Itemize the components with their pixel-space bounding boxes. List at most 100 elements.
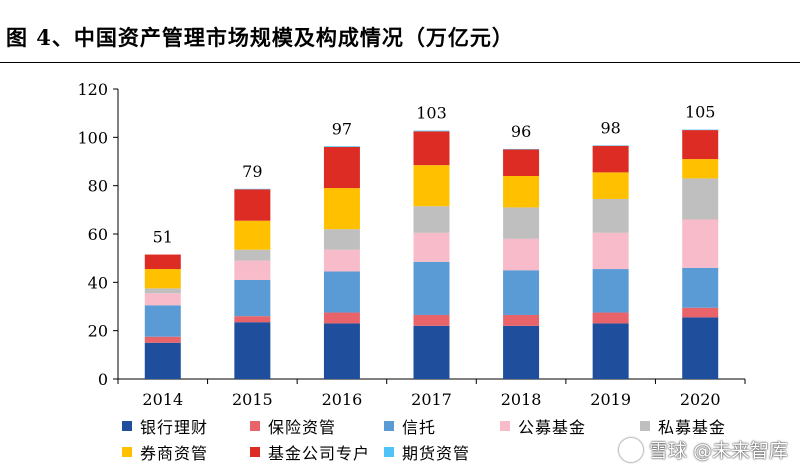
bar-segment-2017	[414, 131, 450, 165]
x-tick-label: 2016	[322, 390, 363, 409]
bar-segment-2016	[324, 147, 360, 188]
bar-segment-2014	[145, 293, 181, 305]
legend-label: 公募基金	[518, 414, 586, 438]
bar-segment-2017	[414, 165, 450, 206]
legend-label: 保险资管	[268, 414, 336, 438]
bar-segment-2016	[324, 188, 360, 229]
bar-segment-2019	[593, 313, 629, 324]
y-tick-label: 40	[88, 273, 108, 292]
bar-segment-2015	[234, 280, 270, 316]
watermark-text: 雪球 @未来智库	[649, 436, 788, 463]
bar-segment-2017	[414, 131, 450, 132]
bar-segment-2015	[234, 261, 270, 280]
bar-total-label: 98	[600, 118, 620, 137]
legend-swatch	[250, 447, 260, 457]
bar-total-label: 51	[153, 228, 173, 247]
legend-item: 公募基金	[500, 414, 586, 438]
legend-swatch	[640, 421, 650, 431]
bar-segment-2018	[503, 270, 539, 315]
bar-segment-2019	[593, 323, 629, 379]
bar-segment-2015	[234, 189, 270, 220]
y-tick-label: 0	[98, 370, 108, 389]
bar-segment-2020	[682, 268, 718, 308]
bar-total-label: 105	[685, 103, 716, 122]
bar-segment-2020	[682, 317, 718, 379]
bar-segment-2016	[324, 323, 360, 379]
bar-segment-2016	[324, 229, 360, 250]
legend-item: 基金公司专户	[250, 440, 370, 464]
bar-segment-2015	[234, 221, 270, 250]
legend-label: 期货资管	[402, 440, 470, 464]
x-tick-label: 2014	[142, 390, 183, 409]
bar-segment-2018	[503, 239, 539, 270]
legend-item: 信托	[384, 414, 436, 438]
bar-segment-2017	[414, 233, 450, 262]
bar-segment-2019	[593, 146, 629, 173]
bar-segment-2016	[324, 250, 360, 272]
legend-swatch	[122, 447, 132, 457]
bar-segment-2018	[503, 326, 539, 379]
legend-item: 期货资管	[384, 440, 470, 464]
bar-segment-2018	[503, 149, 539, 176]
bar-segment-2017	[414, 262, 450, 315]
bar-segment-2020	[682, 308, 718, 318]
legend-item: 私募基金	[640, 414, 726, 438]
legend-item: 券商资管	[122, 440, 208, 464]
bar-segment-2014	[145, 269, 181, 288]
snowball-logo-icon	[619, 438, 643, 462]
bar-segment-2014	[145, 343, 181, 379]
x-tick-label: 2019	[590, 390, 631, 409]
bar-segment-2018	[503, 315, 539, 326]
legend-swatch	[384, 421, 394, 431]
stacked-bar-chart: 0 20 40 60 80 100 120 2014 51 2015 79 2016 97 2017 10…	[0, 0, 800, 473]
bar-segment-2019	[593, 233, 629, 269]
legend-swatch	[500, 421, 510, 431]
legend-swatch	[250, 421, 260, 431]
bar-segment-2017	[414, 326, 450, 379]
bar-segment-2019	[593, 172, 629, 199]
bar-segment-2019	[593, 199, 629, 233]
y-tick-label: 80	[88, 177, 108, 196]
bar-segment-2018	[503, 207, 539, 238]
legend-label: 券商资管	[140, 440, 208, 464]
bar-segment-2020	[682, 159, 718, 178]
bar-segment-2017	[414, 206, 450, 233]
bar-segment-2015	[234, 316, 270, 322]
y-tick-label: 20	[88, 322, 108, 341]
bar-segment-2016	[324, 271, 360, 312]
bar-total-label: 96	[511, 122, 531, 141]
x-tick-label: 2015	[232, 390, 273, 409]
chart-bars	[145, 130, 718, 379]
legend-label: 私募基金	[658, 414, 726, 438]
x-tick-label: 2018	[501, 390, 542, 409]
legend-label: 银行理财	[140, 414, 208, 438]
bar-segment-2020	[682, 130, 718, 159]
bar-segment-2017	[414, 315, 450, 326]
bar-total-label: 103	[416, 104, 447, 123]
legend-item: 保险资管	[250, 414, 336, 438]
bar-segment-2018	[503, 176, 539, 207]
bar-segment-2016	[324, 313, 360, 324]
bar-segment-2016	[324, 146, 360, 147]
x-tick-label: 2020	[680, 390, 721, 409]
bar-segment-2020	[682, 178, 718, 219]
legend-item: 银行理财	[122, 414, 208, 438]
bar-segment-2014	[145, 255, 181, 270]
legend-swatch	[122, 421, 132, 431]
bar-segment-2020	[682, 220, 718, 268]
legend-swatch	[384, 447, 394, 457]
y-tick-label: 120	[77, 80, 108, 99]
watermark: 雪球 @未来智库	[619, 436, 788, 463]
bar-segment-2014	[145, 337, 181, 343]
y-tick-label: 60	[88, 225, 108, 244]
x-tick-label: 2017	[411, 390, 452, 409]
bar-total-label: 97	[332, 119, 352, 138]
bar-segment-2014	[145, 305, 181, 336]
bar-segment-2014	[145, 288, 181, 293]
y-tick-label: 100	[77, 128, 108, 147]
bar-segment-2015	[234, 322, 270, 379]
bar-segment-2019	[593, 269, 629, 313]
bar-total-label: 79	[242, 162, 262, 181]
legend-label: 基金公司专户	[268, 440, 370, 464]
legend-label: 信托	[402, 414, 436, 438]
